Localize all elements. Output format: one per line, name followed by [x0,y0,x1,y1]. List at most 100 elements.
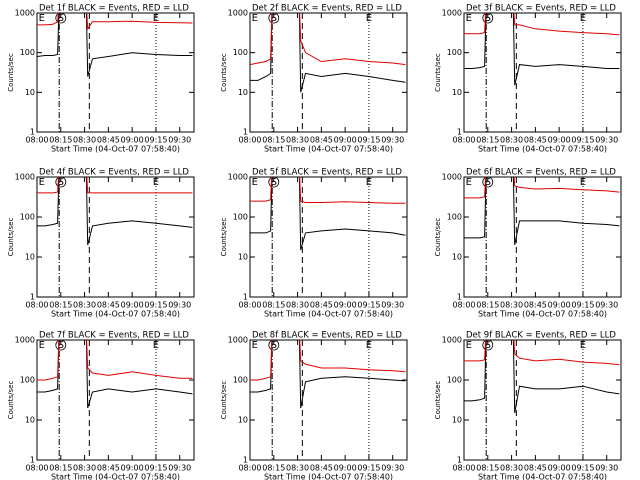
chart-title: Det 2f BLACK = Events, RED = LLD [252,4,402,14]
y-tick-label: 10 [25,88,35,97]
x-axis-label: Start Time (04-Oct-07 07:58:40) [51,473,180,480]
event-label: E [580,13,586,24]
event-label: E [153,13,159,24]
x-tick-label: 08:00 [452,136,475,145]
x-tick-label: 09:30 [595,136,618,145]
x-tick-label: 08:15 [476,301,499,310]
y-tick-label: 1 [457,293,462,302]
y-axis-label: Counts/sec [220,381,228,420]
y-tick-label: 100 [233,213,248,222]
series-line [464,13,620,36]
x-tick-label: 09:15 [144,301,167,310]
panel: Det 4f BLACK = Events, RED = LLD 1 10 100 10… [7,168,195,319]
y-tick-label: 1000 [15,336,35,345]
x-tick-label: 09:00 [334,301,357,310]
series-line [464,340,620,414]
x-tick-label: 08:45 [524,136,547,145]
x-tick-label: 08:45 [310,136,333,145]
y-axis-label: Counts/sec [220,218,228,257]
x-tick-label: 08:45 [97,464,120,473]
series-line [464,177,620,246]
y-tick-label: 100 [447,213,462,222]
x-axis-label: Start Time (04-Oct-07 07:58:40) [264,145,393,154]
y-tick-label: 1000 [442,336,462,345]
chart-title: Det 4f BLACK = Events, RED = LLD [39,168,189,178]
y-tick-label: 1000 [15,9,35,18]
y-tick-label: 100 [20,213,35,222]
event-circle [55,339,67,351]
x-tick-label: 08:45 [97,136,120,145]
event-circle [55,12,67,24]
y-tick-label: 1 [30,293,35,302]
y-tick-label: 10 [25,416,35,425]
x-tick-label: 09:30 [595,301,618,310]
series-line [250,340,406,409]
x-tick-label: 08:45 [524,301,547,310]
event-label: E [39,177,45,188]
x-tick-label: 08:45 [310,301,333,310]
y-tick-label: 10 [238,416,248,425]
series-line [37,340,193,409]
plot-frame [249,176,408,298]
x-axis-label: Start Time (04-Oct-07 07:58:40) [51,310,180,319]
y-tick-label: 100 [233,376,248,385]
x-tick-label: 08:15 [476,464,499,473]
x-tick-label: 08:45 [310,464,333,473]
y-tick-label: 1 [30,456,35,465]
event-label: E [153,340,159,351]
x-tick-label: 08:15 [476,136,499,145]
event-label: E [466,177,472,188]
y-axis-label: Counts/sec [220,53,228,92]
x-tick-label: 08:00 [238,301,261,310]
y-axis-label: Counts/sec [434,381,442,420]
panel: Det 5f BLACK = Events, RED = LLD 1 10 100 10… [220,168,408,319]
event-label: S [485,177,491,188]
y-tick-label: 1 [243,456,248,465]
event-circle [482,12,494,24]
x-tick-label: 08:00 [25,136,48,145]
event-label: E [39,340,45,351]
plot-frame [249,12,408,133]
chart-title: Det 9f BLACK = Events, RED = LLD [466,331,616,341]
event-label: E [252,177,258,188]
event-label: E [580,340,586,351]
x-tick-label: 09:15 [357,464,380,473]
series-line [37,340,193,381]
event-circle [268,12,280,24]
event-label: E [366,13,372,24]
x-tick-label: 09:00 [121,136,144,145]
x-axis-label: Start Time (04-Oct-07 07:58:40) [264,310,393,319]
x-tick-label: 09:30 [595,464,618,473]
chart-title: Det 6f BLACK = Events, RED = LLD [466,168,616,178]
x-tick-label: 08:30 [73,136,96,145]
y-tick-label: 100 [447,48,462,57]
x-tick-label: 09:15 [357,301,380,310]
x-tick-label: 08:00 [25,301,48,310]
x-tick-label: 09:30 [168,464,191,473]
x-tick-label: 09:00 [334,136,357,145]
panel: Det 9f BLACK = Events, RED = LLD 1 10 100 10… [434,331,622,480]
chart-title: Det 7f BLACK = Events, RED = LLD [39,331,189,341]
x-tick-label: 09:30 [381,464,404,473]
x-tick-label: 09:00 [121,464,144,473]
x-tick-label: 09:15 [144,136,167,145]
series-line [250,13,406,93]
event-label: E [252,13,258,24]
x-tick-label: 09:00 [334,464,357,473]
series-line [250,340,406,381]
x-tick-label: 09:00 [548,136,571,145]
panel: Det 8f BLACK = Events, RED = LLD 1 10 100 10… [220,331,408,480]
y-tick-label: 1 [457,456,462,465]
event-label: S [485,13,491,24]
y-axis-label: Counts/sec [434,218,442,257]
event-label: S [271,13,277,24]
x-tick-label: 08:15 [49,464,72,473]
y-tick-label: 100 [447,376,462,385]
y-tick-label: 1 [243,128,248,137]
event-circle [268,339,280,351]
series-line [37,13,193,31]
event-label: S [58,340,64,351]
x-tick-label: 09:30 [381,301,404,310]
plot-frame [249,339,408,461]
